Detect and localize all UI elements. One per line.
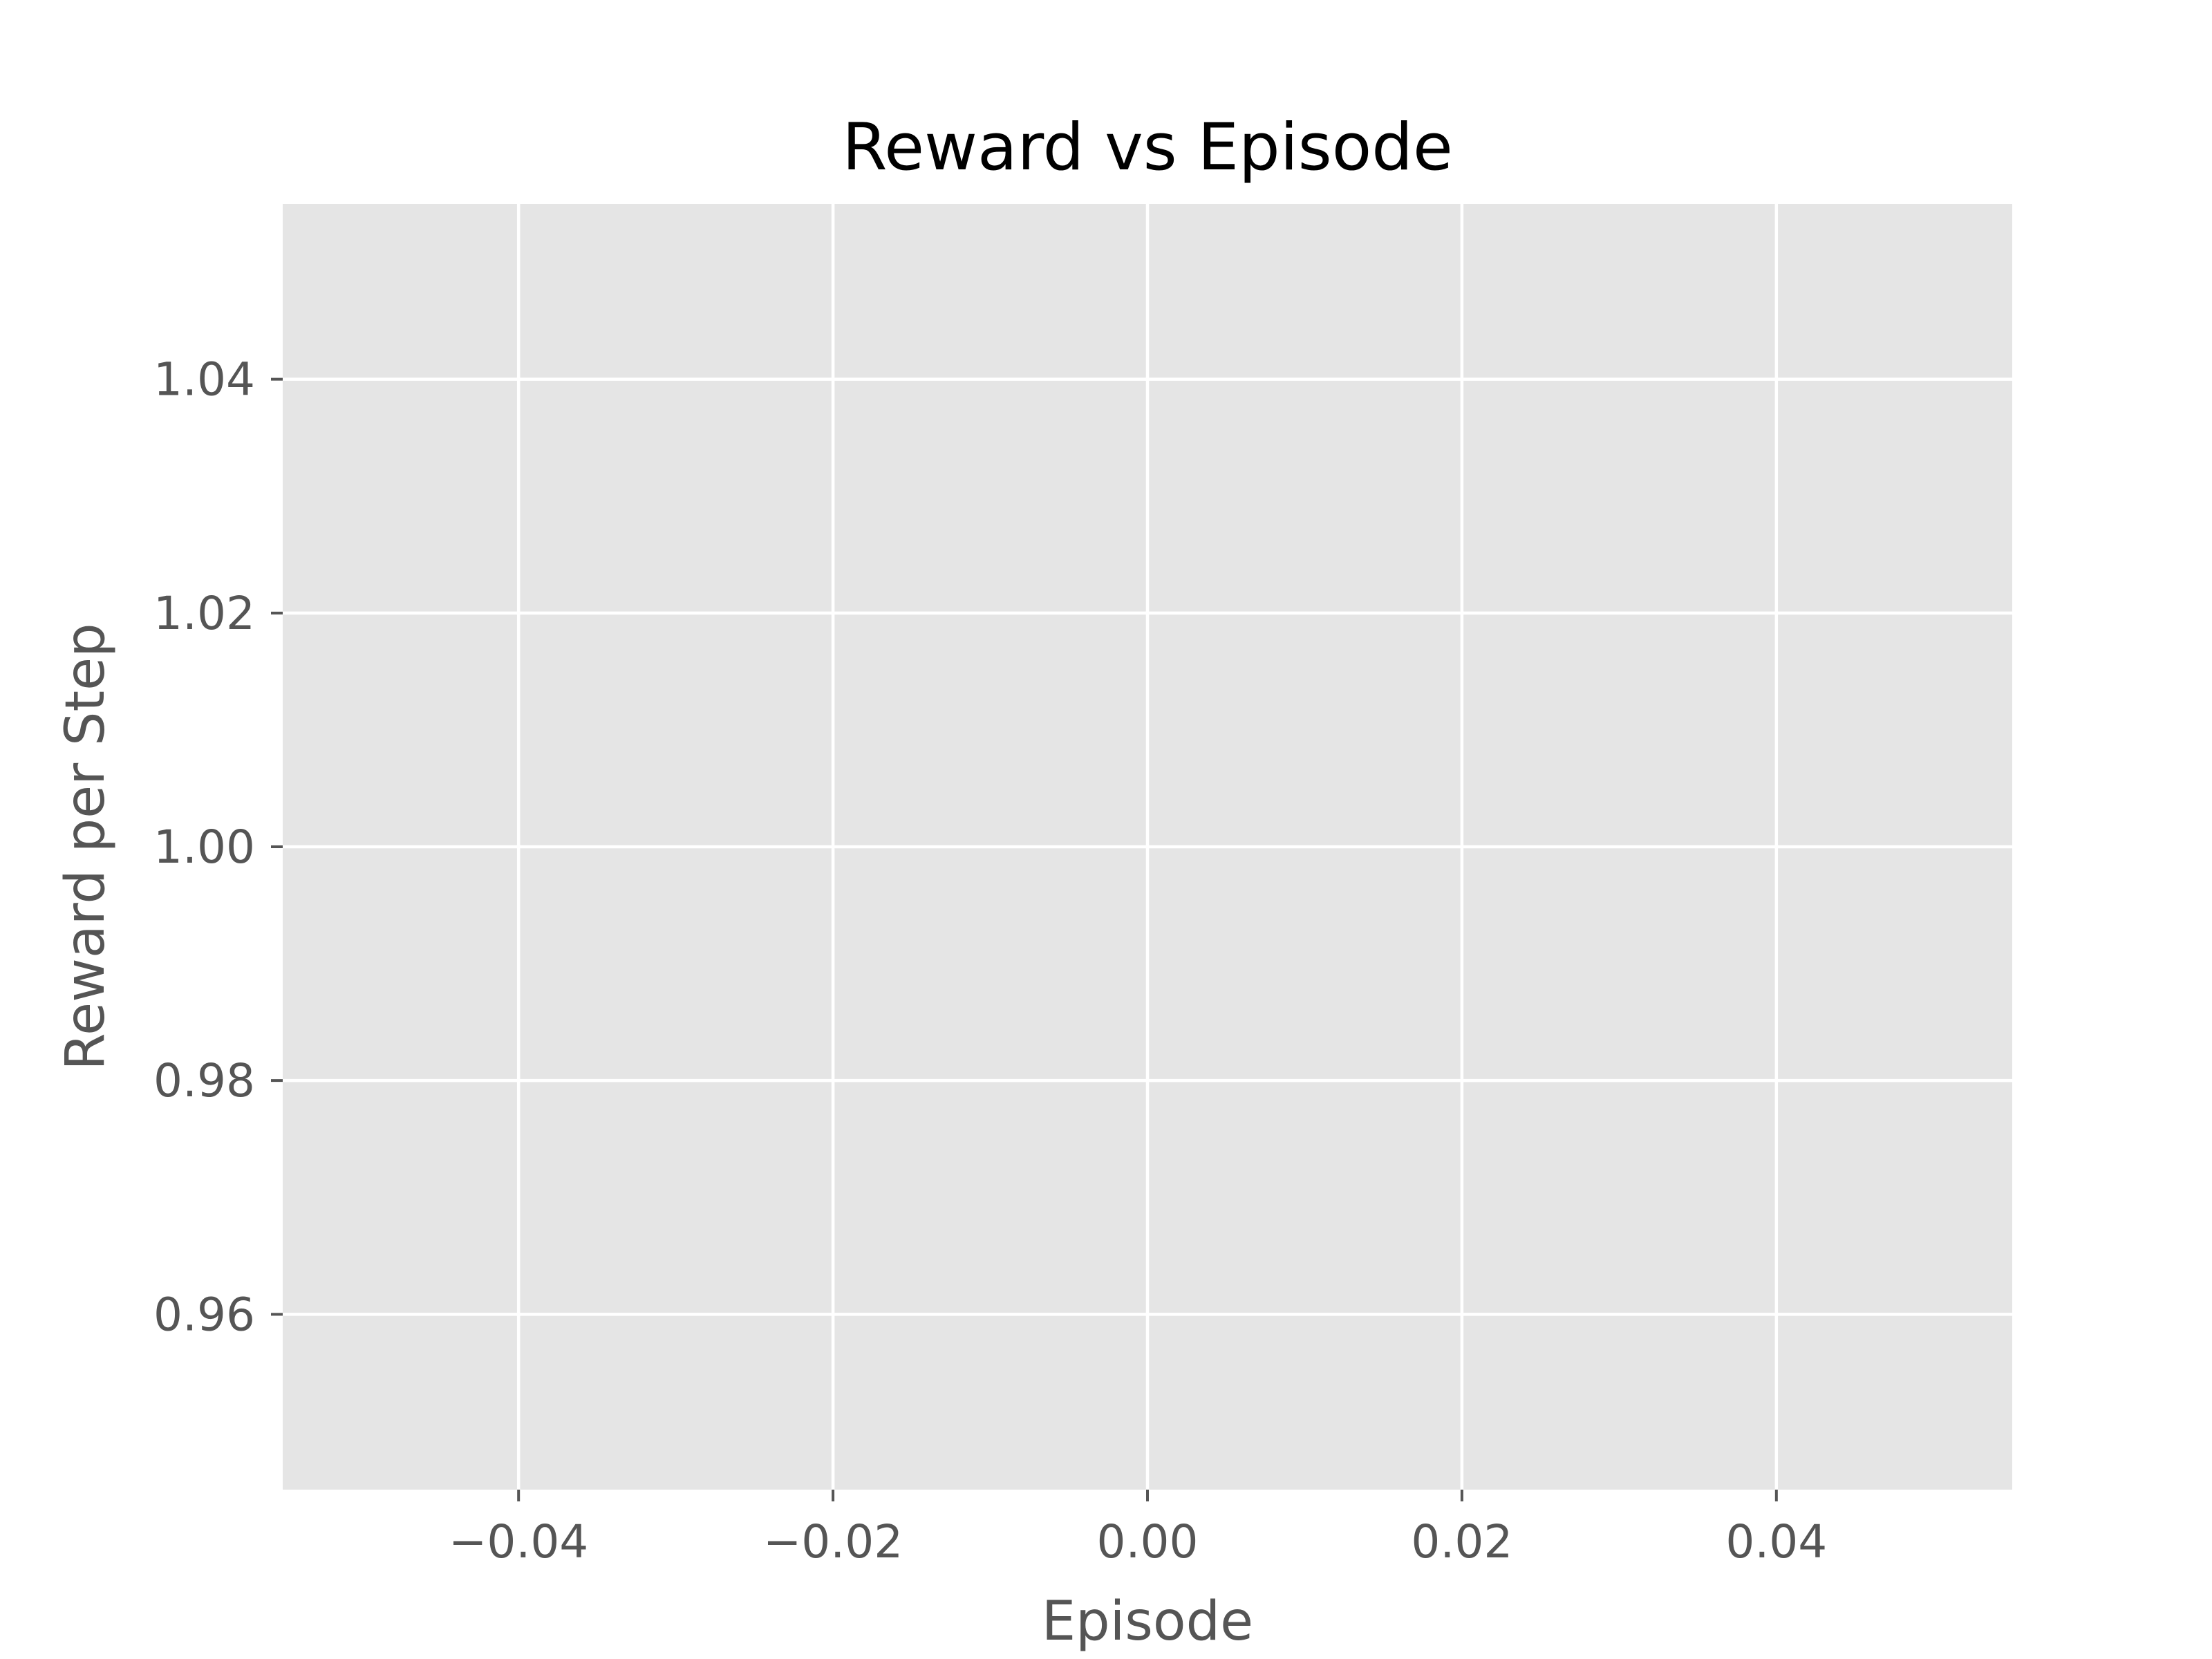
- x-tick-label-4: 0.04: [1725, 1515, 1827, 1568]
- y-tick-label-0: 0.96: [153, 1288, 255, 1341]
- y-gridlines: [283, 377, 2012, 1316]
- x-tick-label-1: −0.02: [763, 1515, 903, 1568]
- x-tick-label-3: 0.02: [1411, 1515, 1512, 1568]
- y-tick-label-4: 1.04: [153, 353, 255, 406]
- x-tick-label-0: −0.04: [449, 1515, 588, 1568]
- y-axis-label: Reward per Step: [55, 623, 117, 1070]
- x-tick-label-2: 0.00: [1097, 1515, 1199, 1568]
- y-tick-label-3: 1.02: [153, 587, 255, 640]
- y-tick-label-2: 1.00: [153, 821, 255, 874]
- x-axis-ticks: −0.04 −0.02 0.00 0.02 0.04: [449, 1490, 1827, 1568]
- y-tick-label-1: 0.98: [153, 1054, 255, 1107]
- y-axis-ticks: 0.96 0.98 1.00 1.02 1.04: [153, 353, 283, 1341]
- x-axis-label: Episode: [1042, 1591, 1253, 1653]
- chart-title: Reward vs Episode: [842, 110, 1453, 185]
